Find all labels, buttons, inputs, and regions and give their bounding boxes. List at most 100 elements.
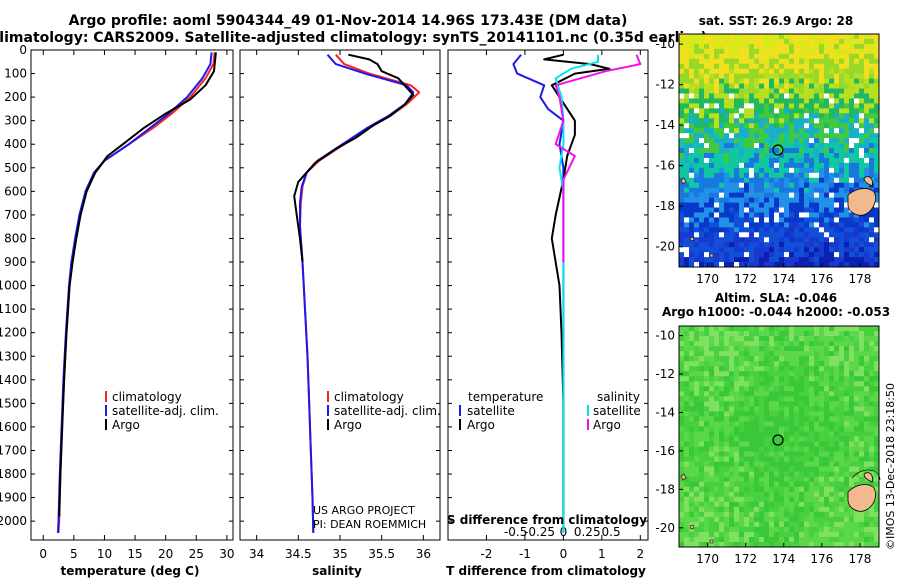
map-cell — [789, 103, 795, 109]
map-cell — [839, 257, 845, 263]
map-cell — [699, 356, 705, 362]
map-cell — [704, 34, 710, 40]
map-cell — [719, 401, 725, 407]
map-cell — [854, 237, 860, 243]
map-cell — [844, 401, 850, 407]
map-cell — [774, 421, 780, 427]
map-cell — [709, 461, 715, 467]
map-cell — [714, 531, 720, 538]
map-cell — [799, 167, 805, 174]
map-cell — [829, 93, 835, 99]
map-cell — [839, 98, 845, 104]
map-cell — [724, 187, 730, 193]
map-cell — [784, 182, 790, 188]
map-cell — [804, 217, 810, 223]
map-cell — [829, 88, 835, 94]
map-cell — [689, 172, 695, 179]
map-cell — [844, 257, 850, 263]
map-cell — [824, 148, 830, 154]
map-cell — [859, 376, 865, 382]
map-cell — [844, 93, 850, 99]
map-cell — [724, 356, 730, 362]
map-cell — [704, 167, 710, 174]
map-cell — [809, 371, 815, 377]
map-cell — [854, 247, 860, 253]
map-cell — [684, 541, 690, 548]
map-cell — [714, 138, 720, 144]
map-cell — [694, 491, 700, 498]
map-cell — [724, 93, 730, 99]
map-cell — [859, 262, 865, 268]
map-cell — [834, 381, 840, 387]
map-cell — [869, 376, 875, 382]
map-cell — [789, 123, 795, 129]
map-cell — [844, 536, 850, 543]
map-cell — [869, 148, 875, 154]
map-cell — [849, 247, 855, 253]
map-cell — [839, 43, 845, 50]
map-cell — [774, 202, 780, 208]
map-cell — [689, 227, 695, 233]
map-cell — [869, 331, 875, 337]
map-cell — [789, 262, 795, 268]
map-cell — [729, 501, 735, 508]
map-cell — [869, 222, 875, 228]
map-cell — [734, 381, 740, 387]
map-cell — [684, 252, 690, 258]
map-cell — [754, 143, 760, 149]
map-cell — [794, 108, 800, 114]
map-cell — [874, 486, 880, 493]
map-cell — [759, 83, 765, 89]
map-cell — [729, 511, 735, 518]
map-cell — [679, 376, 685, 382]
map-cell — [874, 212, 880, 218]
map-y-tick-label: -16 — [655, 159, 675, 173]
map-cell — [849, 391, 855, 397]
map-cell — [834, 366, 840, 372]
map-cell — [769, 381, 775, 387]
map-cell — [799, 461, 805, 467]
map-cell — [769, 133, 775, 139]
map-cell — [764, 118, 770, 124]
map-cell — [834, 411, 840, 417]
map-cell — [764, 411, 770, 417]
map-cell — [854, 521, 860, 528]
map-cell — [839, 461, 845, 467]
map-cell — [854, 376, 860, 382]
map-cell — [804, 436, 810, 442]
map-cell — [719, 471, 725, 477]
map-cell — [819, 496, 825, 503]
map-cell — [734, 207, 740, 213]
map-cell — [829, 396, 835, 402]
map-cell — [784, 361, 790, 367]
map-cell — [734, 83, 740, 89]
map-cell — [704, 108, 710, 114]
map-cell — [849, 83, 855, 89]
map-cell — [709, 436, 715, 442]
map-cell — [759, 73, 765, 79]
map-cell — [819, 421, 825, 427]
map-cell — [799, 113, 805, 119]
map-cell — [789, 426, 795, 432]
map-cell — [769, 53, 775, 60]
map-cell — [829, 341, 835, 347]
map-cell — [689, 113, 695, 119]
map-cell — [759, 526, 765, 533]
map-cell — [759, 43, 765, 50]
map-cell — [864, 541, 870, 548]
map-cell — [734, 257, 740, 263]
map-cell — [709, 471, 715, 477]
map-cell — [724, 237, 730, 243]
map-cell — [719, 356, 725, 362]
map-cell — [684, 406, 690, 412]
map-cell — [764, 401, 770, 407]
map-cell — [709, 351, 715, 357]
profile-line-satellite-adj-clim- — [299, 54, 415, 533]
map-cell — [779, 157, 785, 164]
map-cell — [714, 118, 720, 124]
map-cell — [799, 371, 805, 377]
depth-tick-label: 600 — [4, 184, 27, 198]
map-cell — [789, 526, 795, 533]
map-cell — [864, 138, 870, 144]
map-cell — [694, 172, 700, 179]
